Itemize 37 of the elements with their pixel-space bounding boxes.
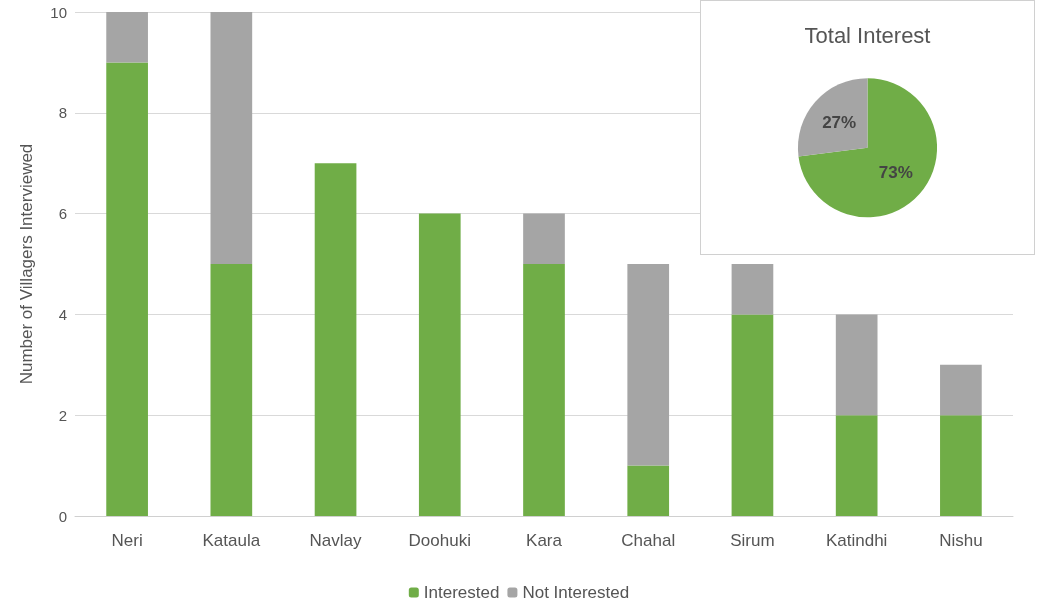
legend-label: Not Interested: [522, 583, 630, 602]
bar: [940, 364, 982, 416]
bar: [835, 314, 878, 416]
bar: [523, 213, 565, 264]
x-tick-label: Doohuki: [408, 531, 471, 550]
bar: [210, 264, 253, 516]
x-tick-label: Sirum: [730, 531, 775, 550]
bar: [418, 213, 461, 516]
data-label: 27%: [822, 113, 857, 133]
bar: [314, 163, 357, 516]
x-tick-label: Chahal: [621, 531, 676, 550]
bar: [106, 12, 148, 63]
y-tick-label: 8: [58, 104, 67, 122]
x-tick-label: Neri: [111, 531, 143, 550]
y-tick-label: 10: [50, 3, 67, 21]
legend-label: Interested: [423, 583, 500, 602]
bar: [731, 314, 774, 516]
y-tick-label: 4: [58, 305, 67, 323]
bar: [627, 465, 670, 516]
x-tick-label: Kara: [526, 531, 563, 550]
x-tick-label: Katindhi: [825, 531, 888, 550]
x-tick-label: Nishu: [939, 531, 983, 550]
x-tick-label: Kataula: [202, 531, 261, 550]
bar: [523, 264, 565, 516]
chart-title: Total Interest: [804, 22, 931, 48]
bar: [106, 62, 148, 516]
bar: [210, 12, 253, 264]
bar: [940, 415, 982, 516]
y-tick-label: 2: [58, 406, 67, 424]
bar: [627, 264, 670, 466]
data-label: 73%: [878, 163, 913, 183]
x-tick-label: Navlay: [309, 531, 363, 550]
y-tick-label: 6: [58, 205, 67, 223]
bar: [731, 264, 774, 315]
y-axis-title: Number of Villagers Interviewed: [17, 143, 36, 385]
y-tick-label: 0: [58, 507, 67, 525]
bar: [835, 415, 878, 516]
